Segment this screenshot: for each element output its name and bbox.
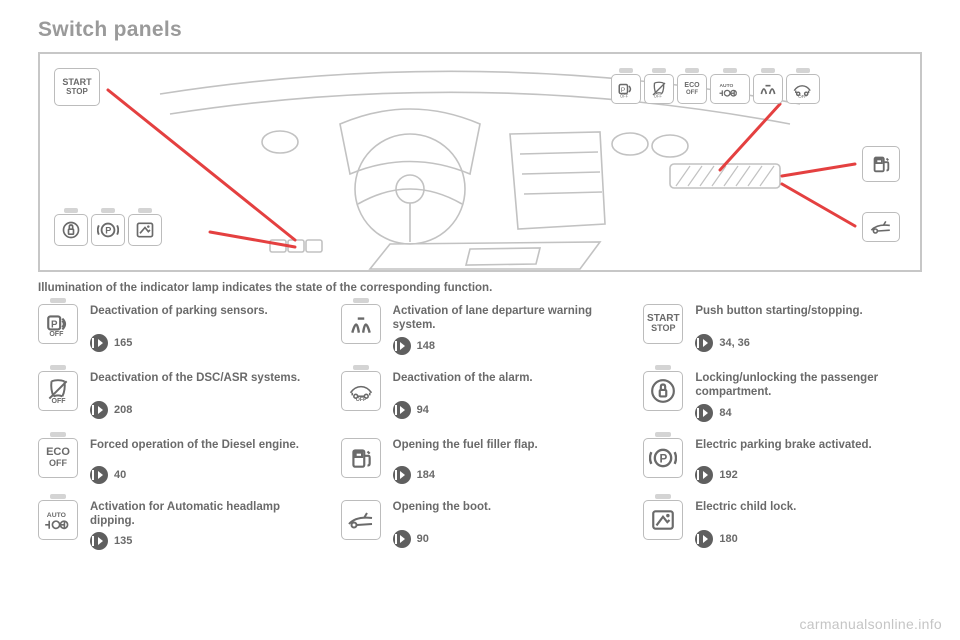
- page-ref: 84: [695, 404, 922, 422]
- chip-row-bottom-left: P: [54, 214, 162, 246]
- auto-headlamp-icon: AUTO: [38, 500, 78, 540]
- item-child-lock: Electric child lock. 180: [643, 500, 922, 551]
- start-stop-icon: STARTSTOP: [643, 304, 683, 344]
- page-ref: 90: [393, 530, 620, 548]
- ref-icon: [393, 401, 411, 419]
- chip-fuel: [862, 146, 900, 182]
- lane-departure-icon: [341, 304, 381, 344]
- chip-start-stop: STARTSTOP: [54, 68, 100, 106]
- item-label: Forced operation of the Diesel engine.: [90, 438, 317, 462]
- page-ref: 135: [90, 532, 317, 550]
- page-title: Switch panels: [38, 18, 922, 42]
- ref-text: 208: [114, 404, 132, 416]
- fuel-icon: [341, 438, 381, 478]
- page-ref: 94: [393, 401, 620, 419]
- ref-icon: [695, 466, 713, 484]
- item-eco-off: ECOOFF Forced operation of the Diesel en…: [38, 438, 317, 484]
- svg-text:OFF: OFF: [798, 94, 807, 99]
- page-ref: 165: [90, 334, 317, 352]
- ref-text: 135: [114, 535, 132, 547]
- ref-text: 165: [114, 337, 132, 349]
- ref-icon: [695, 530, 713, 548]
- alarm-off-icon: OFF: [341, 371, 381, 411]
- chip-boot: [862, 212, 900, 242]
- ref-text: 192: [719, 469, 737, 481]
- item-auto-headlamp: AUTO Activation for Automatic headlamp d…: [38, 500, 317, 551]
- page-ref: 208: [90, 401, 317, 419]
- item-label: Opening the fuel filler flap.: [393, 438, 620, 462]
- dsc-off-icon: OFF: [38, 371, 78, 411]
- ref-icon: [90, 334, 108, 352]
- item-label: Electric child lock.: [695, 500, 922, 524]
- page-ref: 148: [393, 337, 620, 355]
- ref-icon: [393, 337, 411, 355]
- child-lock-icon: [643, 500, 683, 540]
- page-ref: 40: [90, 466, 317, 484]
- item-label: Push button starting/stopping.: [695, 304, 922, 328]
- ref-text: 180: [719, 533, 737, 545]
- boot-icon: [341, 500, 381, 540]
- item-parking-brake: P Electric parking brake activated. 192: [643, 438, 922, 484]
- page-ref: 180: [695, 530, 922, 548]
- illustration-caption: Illumination of the indicator lamp indic…: [38, 282, 922, 294]
- ref-text: 40: [114, 469, 126, 481]
- ref-icon: [393, 466, 411, 484]
- ref-icon: [90, 466, 108, 484]
- item-start-stop: STARTSTOP Push button starting/stopping.…: [643, 304, 922, 355]
- fuel-icon: [870, 153, 892, 175]
- page-ref: 192: [695, 466, 922, 484]
- page-ref: 34, 36: [695, 334, 922, 352]
- svg-text:AUTO: AUTO: [720, 83, 734, 89]
- eco-off-icon: ECOOFF: [38, 438, 78, 478]
- ref-text: 84: [719, 407, 731, 419]
- svg-text:OFF: OFF: [654, 93, 663, 98]
- ref-text: 90: [417, 533, 429, 545]
- parking-brake-icon: P: [643, 438, 683, 478]
- ref-icon: [90, 401, 108, 419]
- item-label: Activation of lane departure warning sys…: [393, 304, 620, 333]
- item-parking-sensors-off: POFF Deactivation of parking sensors. 16…: [38, 304, 317, 355]
- ref-text: 148: [417, 340, 435, 352]
- switch-grid: POFF Deactivation of parking sensors. 16…: [38, 304, 922, 550]
- svg-text:OFF: OFF: [49, 331, 64, 337]
- item-label: Deactivation of the alarm.: [393, 371, 620, 395]
- ref-icon: [695, 404, 713, 422]
- ref-text: 184: [417, 469, 435, 481]
- item-label: Deactivation of parking sensors.: [90, 304, 317, 328]
- item-label: Activation for Automatic headlamp dippin…: [90, 500, 317, 529]
- item-label: Electric parking brake activated.: [695, 438, 922, 462]
- item-boot: Opening the boot. 90: [341, 500, 620, 551]
- svg-text:P: P: [105, 226, 111, 236]
- chip-row-top-right: POFF OFF ECOOFF AUTO OFF: [611, 74, 820, 104]
- item-fuel: Opening the fuel filler flap. 184: [341, 438, 620, 484]
- ref-icon: [393, 530, 411, 548]
- watermark: carmanualsonline.info: [800, 616, 943, 632]
- svg-text:OFF: OFF: [620, 93, 629, 98]
- ref-text: 34, 36: [719, 337, 750, 349]
- item-label: Opening the boot.: [393, 500, 620, 524]
- illustration-panel: STARTSTOP POFF OFF ECOOFF AUTO OFF P: [38, 52, 922, 272]
- item-alarm-off: OFF Deactivation of the alarm. 94: [341, 371, 620, 422]
- ref-icon: [90, 532, 108, 550]
- svg-text:P: P: [51, 319, 58, 330]
- item-lock: Locking/unlocking the passenger compartm…: [643, 371, 922, 422]
- ref-text: 94: [417, 404, 429, 416]
- svg-text:AUTO: AUTO: [47, 511, 66, 518]
- svg-text:P: P: [660, 452, 668, 465]
- item-lane-departure: Activation of lane departure warning sys…: [341, 304, 620, 355]
- page-ref: 184: [393, 466, 620, 484]
- svg-text:OFF: OFF: [355, 397, 366, 403]
- item-label: Locking/unlocking the passenger compartm…: [695, 371, 922, 400]
- svg-text:OFF: OFF: [52, 398, 67, 404]
- parking-sensors-off-icon: POFF: [38, 304, 78, 344]
- boot-icon: [869, 218, 893, 236]
- item-dsc-off: OFF Deactivation of the DSC/ASR systems.…: [38, 371, 317, 422]
- lock-icon: [643, 371, 683, 411]
- ref-icon: [695, 334, 713, 352]
- item-label: Deactivation of the DSC/ASR systems.: [90, 371, 317, 395]
